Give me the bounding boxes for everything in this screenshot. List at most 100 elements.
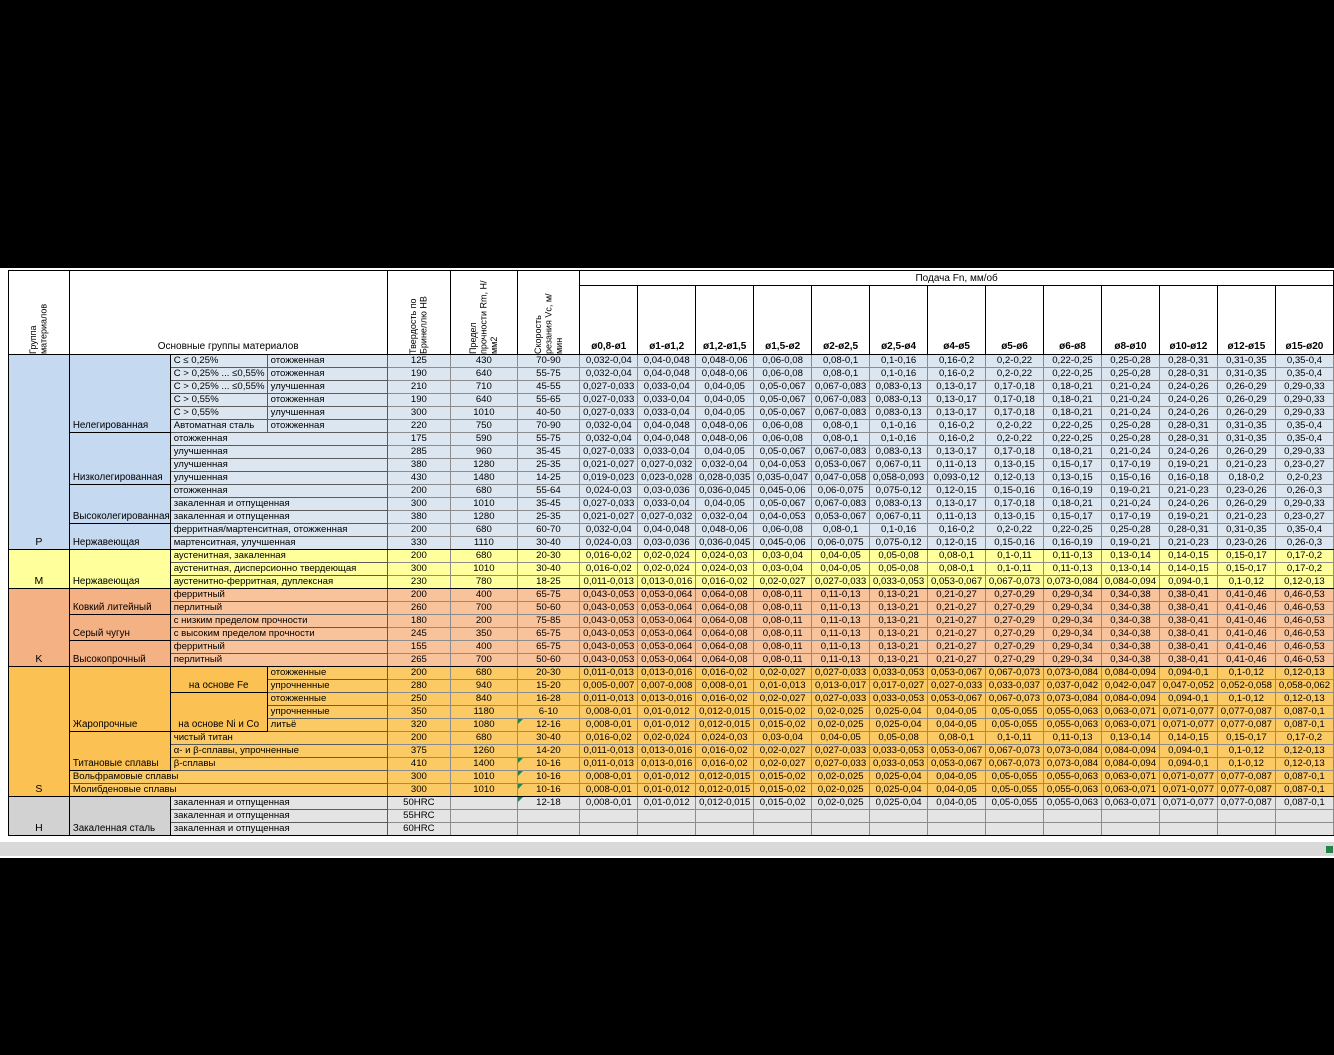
feed-cell-8[interactable]: 0,073-0,084: [1043, 757, 1102, 771]
feed-cell-4[interactable]: 0,08-0,1: [811, 432, 871, 446]
feed-cell-0[interactable]: 0,019-0,023: [579, 471, 639, 485]
material-label-cell[interactable]: Жаропрочные: [68, 666, 171, 732]
feed-cell-3[interactable]: 0,03-0,04: [753, 731, 813, 745]
strength-cell[interactable]: 430: [450, 354, 518, 368]
feed-cell-7[interactable]: [985, 822, 1045, 836]
hardness-cell[interactable]: 380: [386, 510, 452, 524]
strength-cell[interactable]: 680: [450, 484, 518, 498]
speed-cell[interactable]: 12-18: [516, 796, 581, 810]
feed-cell-6[interactable]: 0,13-0,17: [927, 497, 987, 511]
speed-cell[interactable]: 50-60: [516, 653, 581, 667]
hardness-cell[interactable]: 60HRC: [386, 822, 452, 836]
feed-cell-9[interactable]: 0,063-0,071: [1100, 705, 1160, 719]
feed-cell-6[interactable]: 0,21-0,27: [927, 627, 987, 641]
feed-cell-7[interactable]: 0,033-0,037: [985, 679, 1045, 693]
feed-cell-10[interactable]: 0,071-0,077: [1158, 770, 1218, 784]
material-label-cell[interactable]: чистый титан: [169, 731, 388, 745]
feed-cell-7[interactable]: 0,13-0,15: [985, 510, 1045, 524]
speed-cell[interactable]: 16-28: [516, 692, 581, 706]
feed-cell-2[interactable]: 0,012-0,015: [695, 705, 755, 719]
feed-cell-1[interactable]: 0,04-0,048: [637, 432, 697, 446]
feed-cell-11[interactable]: 0,26-0,29: [1216, 406, 1276, 420]
group-letter-cell[interactable]: S: [8, 666, 70, 797]
material-label-cell[interactable]: отожженная: [266, 393, 388, 407]
feed-cell-7[interactable]: 0,2-0,22: [985, 367, 1045, 381]
hardness-cell[interactable]: 280: [386, 679, 452, 693]
material-label-cell[interactable]: α- и β-сплавы, упрочненные: [169, 744, 388, 758]
feed-cell-8[interactable]: 0,11-0,13: [1043, 562, 1102, 576]
material-label-cell[interactable]: Автоматная сталь: [169, 419, 268, 433]
feed-cell-8[interactable]: 0,073-0,084: [1043, 575, 1102, 589]
strength-cell[interactable]: 590: [450, 432, 518, 446]
feed-cell-1[interactable]: 0,033-0,04: [637, 393, 697, 407]
feed-cell-5[interactable]: [869, 809, 929, 823]
feed-cell-0[interactable]: [579, 822, 639, 836]
feed-cell-2[interactable]: 0,016-0,02: [695, 744, 755, 758]
header-main-groups[interactable]: Основные группы материалов: [68, 270, 388, 355]
feed-cell-5[interactable]: 0,025-0,04: [869, 770, 929, 784]
speed-cell[interactable]: 35-45: [516, 497, 581, 511]
hardness-cell[interactable]: 210: [386, 380, 452, 394]
feed-cell-4[interactable]: 0,02-0,025: [811, 783, 871, 797]
feed-cell-2[interactable]: 0,064-0,08: [695, 627, 755, 641]
material-label-cell[interactable]: отожженная: [169, 432, 388, 446]
feed-cell-12[interactable]: 0,35-0,4: [1274, 432, 1334, 446]
header-diameter-range-3[interactable]: ø1,5-ø2: [753, 285, 813, 355]
feed-cell-1[interactable]: 0,053-0,064: [637, 601, 697, 615]
feed-cell-3[interactable]: 0,08-0,11: [753, 653, 813, 667]
feed-cell-6[interactable]: 0,16-0,2: [927, 419, 987, 433]
strength-cell[interactable]: 1010: [450, 783, 518, 797]
feed-cell-7[interactable]: 0,1-0,11: [985, 562, 1045, 576]
feed-cell-7[interactable]: 0,05-0,055: [985, 770, 1045, 784]
feed-cell-4[interactable]: 0,047-0,058: [811, 471, 871, 485]
speed-cell[interactable]: 55-75: [516, 432, 581, 446]
feed-cell-7[interactable]: 0,15-0,16: [985, 484, 1045, 498]
feed-cell-7[interactable]: 0,05-0,055: [985, 796, 1045, 810]
feed-cell-11[interactable]: 0,21-0,23: [1216, 458, 1276, 472]
feed-cell-11[interactable]: 0,077-0,087: [1216, 718, 1276, 732]
feed-cell-0[interactable]: 0,008-0,01: [579, 718, 639, 732]
feed-cell-4[interactable]: 0,08-0,1: [811, 354, 871, 368]
feed-cell-8[interactable]: 0,16-0,19: [1043, 536, 1102, 550]
strength-cell[interactable]: 940: [450, 679, 518, 693]
feed-cell-8[interactable]: 0,073-0,084: [1043, 744, 1102, 758]
material-label-cell[interactable]: закаленная и отпущенная: [169, 809, 388, 823]
feed-cell-6[interactable]: 0,04-0,05: [927, 796, 987, 810]
feed-cell-0[interactable]: 0,011-0,013: [579, 692, 639, 706]
feed-cell-0[interactable]: 0,008-0,01: [579, 796, 639, 810]
strength-cell[interactable]: 200: [450, 614, 518, 628]
hardness-cell[interactable]: 250: [386, 692, 452, 706]
feed-cell-7[interactable]: 0,13-0,15: [985, 458, 1045, 472]
feed-cell-12[interactable]: 0,087-0,1: [1274, 796, 1334, 810]
feed-cell-5[interactable]: 0,058-0,093: [869, 471, 929, 485]
feed-cell-10[interactable]: 0,071-0,077: [1158, 783, 1218, 797]
feed-cell-0[interactable]: 0,043-0,053: [579, 614, 639, 628]
feed-cell-9[interactable]: 0,084-0,094: [1100, 666, 1160, 680]
feed-cell-10[interactable]: 0,14-0,15: [1158, 562, 1218, 576]
hardness-cell[interactable]: 300: [386, 783, 452, 797]
feed-cell-4[interactable]: 0,053-0,067: [811, 510, 871, 524]
feed-cell-2[interactable]: 0,024-0,03: [695, 549, 755, 563]
feed-cell-12[interactable]: 0,46-0,53: [1274, 601, 1334, 615]
header-feed-fn[interactable]: Подача Fn, мм/об: [579, 270, 1334, 286]
feed-cell-3[interactable]: 0,06-0,08: [753, 367, 813, 381]
feed-cell-3[interactable]: 0,05-0,067: [753, 406, 813, 420]
feed-cell-3[interactable]: 0,04-0,053: [753, 458, 813, 472]
feed-cell-2[interactable]: 0,048-0,06: [695, 432, 755, 446]
strength-cell[interactable]: 350: [450, 627, 518, 641]
hardness-cell[interactable]: 125: [386, 354, 452, 368]
feed-cell-3[interactable]: 0,06-0,08: [753, 523, 813, 537]
feed-cell-11[interactable]: 0,41-0,46: [1216, 588, 1276, 602]
feed-cell-12[interactable]: 0,46-0,53: [1274, 627, 1334, 641]
hardness-cell[interactable]: 200: [386, 588, 452, 602]
strength-cell[interactable]: 1010: [450, 770, 518, 784]
material-label-cell[interactable]: Нелегированная: [68, 354, 171, 433]
feed-cell-12[interactable]: 0,23-0,27: [1274, 458, 1334, 472]
feed-cell-2[interactable]: 0,012-0,015: [695, 718, 755, 732]
feed-cell-11[interactable]: 0,31-0,35: [1216, 523, 1276, 537]
strength-cell[interactable]: 1010: [450, 562, 518, 576]
speed-cell[interactable]: 14-20: [516, 744, 581, 758]
feed-cell-0[interactable]: 0,043-0,053: [579, 627, 639, 641]
strength-cell[interactable]: 1400: [450, 757, 518, 771]
feed-cell-1[interactable]: 0,053-0,064: [637, 588, 697, 602]
